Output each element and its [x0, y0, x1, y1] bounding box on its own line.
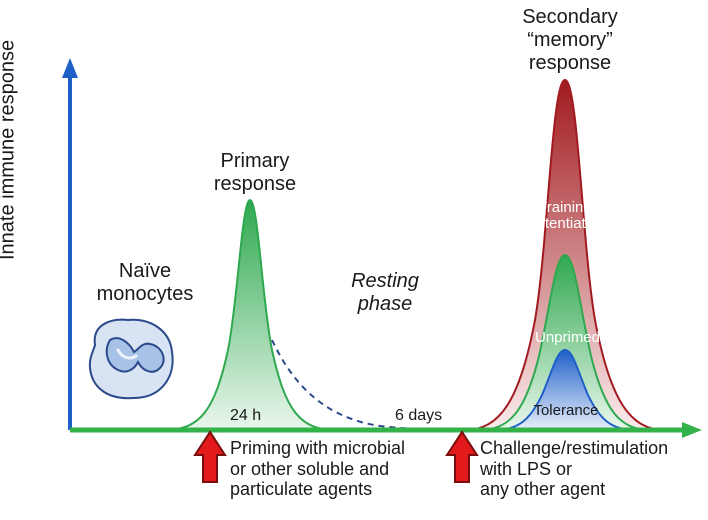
primary-response-title: Primaryresponse — [200, 150, 310, 196]
time-6days-label: 6 days — [395, 407, 442, 425]
challenge-caption: Challenge/restimulationwith LPS orany ot… — [480, 438, 705, 500]
naive-monocytes-title: Naïvemonocytes — [90, 260, 200, 306]
x-axis-arrow — [682, 422, 702, 438]
priming-caption: Priming with microbialor other soluble a… — [230, 438, 440, 500]
resting-phase-title: Restingphase — [330, 270, 440, 316]
tolerance-label: Tolerance — [530, 403, 602, 419]
figure-root: Innate immune response Naïvemonocytes Pr… — [0, 0, 708, 520]
unprimed-label: Unprimed — [530, 330, 605, 346]
y-axis-arrow — [62, 58, 78, 78]
y-axis-label: Innate immune response — [0, 40, 20, 260]
challenge-arrow-icon — [447, 432, 477, 482]
training-potentiation-label: Training/potentiation — [522, 200, 612, 232]
time-24h-label: 24 h — [230, 407, 261, 425]
primary-response-curve — [165, 200, 335, 430]
priming-arrow-icon — [195, 432, 225, 482]
naive-monocyte-cell — [90, 320, 173, 399]
secondary-response-title: Secondary“memory”response — [500, 6, 640, 75]
